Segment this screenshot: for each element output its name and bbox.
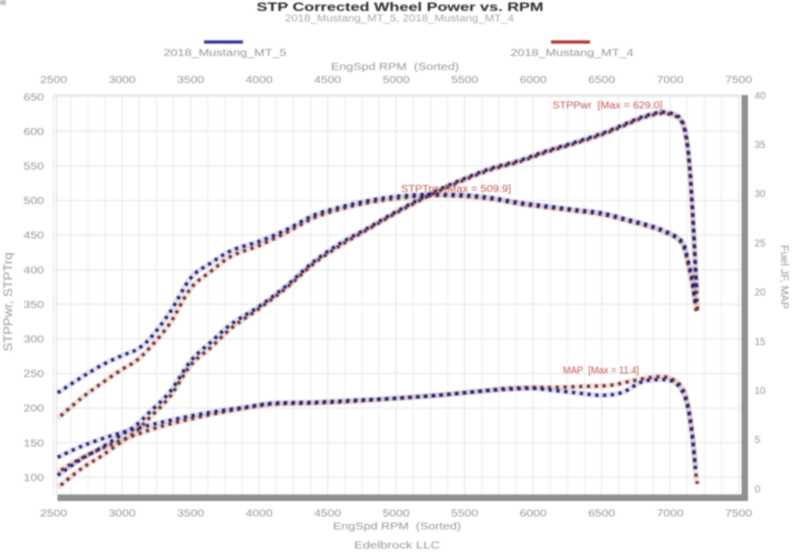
svg-text:STPTrq [Max = 509.9]: STPTrq [Max = 509.9] [401,184,511,195]
svg-text:10: 10 [755,386,766,397]
svg-text:Edelbrock LLC: Edelbrock LLC [354,541,440,552]
svg-text:6500: 6500 [588,509,616,520]
svg-text:400: 400 [24,265,45,276]
svg-text:6000: 6000 [520,509,548,520]
svg-text:6500: 6500 [588,75,616,86]
svg-text:3000: 3000 [109,75,137,86]
svg-text:7000: 7000 [657,509,685,520]
svg-text:100: 100 [24,473,45,484]
svg-text:350: 350 [24,300,45,311]
svg-text:5500: 5500 [451,75,479,86]
svg-text:300: 300 [24,334,45,345]
svg-text:20: 20 [755,288,766,299]
svg-text:2018_Mustang_MT_4: 2018_Mustang_MT_4 [511,48,635,59]
svg-text:7500: 7500 [725,75,753,86]
svg-text:200: 200 [24,404,45,415]
svg-text:250: 250 [24,369,45,380]
svg-text:2500: 2500 [40,75,68,86]
svg-text:450: 450 [24,231,45,242]
svg-text:0: 0 [755,484,761,495]
svg-text:EngSpd RPM (Sorted): EngSpd RPM (Sorted) [333,522,461,533]
svg-text:40: 40 [755,91,766,102]
svg-text:6000: 6000 [520,75,548,86]
svg-text:35: 35 [755,140,766,151]
svg-text:5000: 5000 [383,75,411,86]
svg-text:STPPwr [Max = 629.0]: STPPwr [Max = 629.0] [553,101,663,112]
svg-text:4500: 4500 [314,509,342,520]
svg-text:3500: 3500 [177,75,205,86]
svg-text:4500: 4500 [314,75,342,86]
svg-text:4000: 4000 [246,509,274,520]
svg-text:15: 15 [755,337,766,348]
svg-text:2018_Mustang_MT_5, 2018_Mustan: 2018_Mustang_MT_5, 2018_Mustang_MT_4 [285,14,514,25]
svg-text:2500: 2500 [40,509,68,520]
svg-text:STPPwr, STPTrq: STPPwr, STPTrq [1,253,15,352]
svg-text:5: 5 [755,435,761,446]
svg-text:Fuel JF, MAP: Fuel JF, MAP [778,245,790,309]
svg-text:25: 25 [755,238,766,249]
svg-text:650: 650 [24,92,45,103]
svg-text:2018_Mustang_MT_5: 2018_Mustang_MT_5 [164,48,288,59]
svg-text:5000: 5000 [383,509,411,520]
svg-text:550: 550 [24,162,45,173]
svg-text:30: 30 [755,189,766,200]
svg-text:3500: 3500 [177,509,205,520]
svg-text:7500: 7500 [725,509,753,520]
svg-text:150: 150 [24,438,45,449]
svg-text:4000: 4000 [246,75,274,86]
svg-text:500: 500 [24,196,45,207]
svg-text:EngSpd RPM (Sorted): EngSpd RPM (Sorted) [331,62,459,73]
svg-text:3000: 3000 [109,509,137,520]
svg-text:7000: 7000 [657,75,685,86]
svg-text:5500: 5500 [451,509,479,520]
svg-text:600: 600 [24,127,45,138]
svg-text:MAP [Max = 11.4]: MAP [Max = 11.4] [563,366,639,377]
svg-text:STP Corrected Wheel Power vs.: STP Corrected Wheel Power vs. RPM [257,0,544,14]
